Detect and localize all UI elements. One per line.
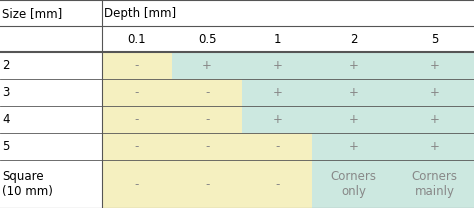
Bar (102, 52, 172, 79)
Text: -: - (205, 140, 210, 153)
Text: +: + (349, 59, 359, 72)
Bar (0, 0, 474, 26)
Text: -: - (135, 86, 139, 99)
Text: 2: 2 (2, 59, 10, 72)
Text: 5: 5 (431, 33, 438, 46)
Text: -: - (205, 178, 210, 191)
Text: +: + (273, 113, 282, 126)
Bar (0, 52, 102, 79)
Text: Corners
only: Corners only (331, 170, 377, 198)
Bar (172, 52, 242, 79)
Bar (172, 106, 242, 133)
Text: -: - (135, 113, 139, 126)
Text: +: + (429, 113, 439, 126)
Text: -: - (275, 140, 280, 153)
Text: 1: 1 (273, 33, 281, 46)
Bar (0, 26, 474, 52)
Text: +: + (429, 86, 439, 99)
Text: +: + (273, 59, 282, 72)
Text: 4: 4 (2, 113, 10, 126)
Text: -: - (205, 86, 210, 99)
Bar (312, 160, 395, 208)
Bar (395, 79, 474, 106)
Text: +: + (349, 86, 359, 99)
Text: 0.5: 0.5 (198, 33, 217, 46)
Bar (395, 133, 474, 160)
Text: +: + (202, 59, 212, 72)
Bar (102, 79, 172, 106)
Bar (0, 79, 102, 106)
Text: +: + (349, 113, 359, 126)
Bar (242, 52, 312, 79)
Bar (172, 79, 242, 106)
Text: +: + (349, 140, 359, 153)
Text: Square
(10 mm): Square (10 mm) (2, 170, 53, 198)
Bar (172, 133, 242, 160)
Bar (242, 160, 312, 208)
Bar (0, 160, 102, 208)
Bar (395, 160, 474, 208)
Bar (395, 52, 474, 79)
Text: 3: 3 (2, 86, 10, 99)
Text: 0.1: 0.1 (128, 33, 146, 46)
Bar (242, 106, 312, 133)
Text: -: - (205, 113, 210, 126)
Bar (312, 79, 395, 106)
Text: -: - (135, 59, 139, 72)
Text: Depth [mm]: Depth [mm] (104, 7, 176, 20)
Bar (172, 160, 242, 208)
Text: 5: 5 (2, 140, 10, 153)
Text: 2: 2 (350, 33, 357, 46)
Bar (312, 106, 395, 133)
Bar (312, 133, 395, 160)
Text: +: + (429, 59, 439, 72)
Bar (242, 79, 312, 106)
Bar (102, 106, 172, 133)
Bar (102, 133, 172, 160)
Text: +: + (273, 86, 282, 99)
Text: +: + (429, 140, 439, 153)
Bar (0, 133, 102, 160)
Text: -: - (275, 178, 280, 191)
Bar (242, 133, 312, 160)
Bar (0, 106, 102, 133)
Bar (395, 106, 474, 133)
Text: Size [mm]: Size [mm] (2, 7, 63, 20)
Bar (312, 52, 395, 79)
Text: -: - (135, 140, 139, 153)
Bar (102, 160, 172, 208)
Text: -: - (135, 178, 139, 191)
Text: Corners
mainly: Corners mainly (411, 170, 457, 198)
